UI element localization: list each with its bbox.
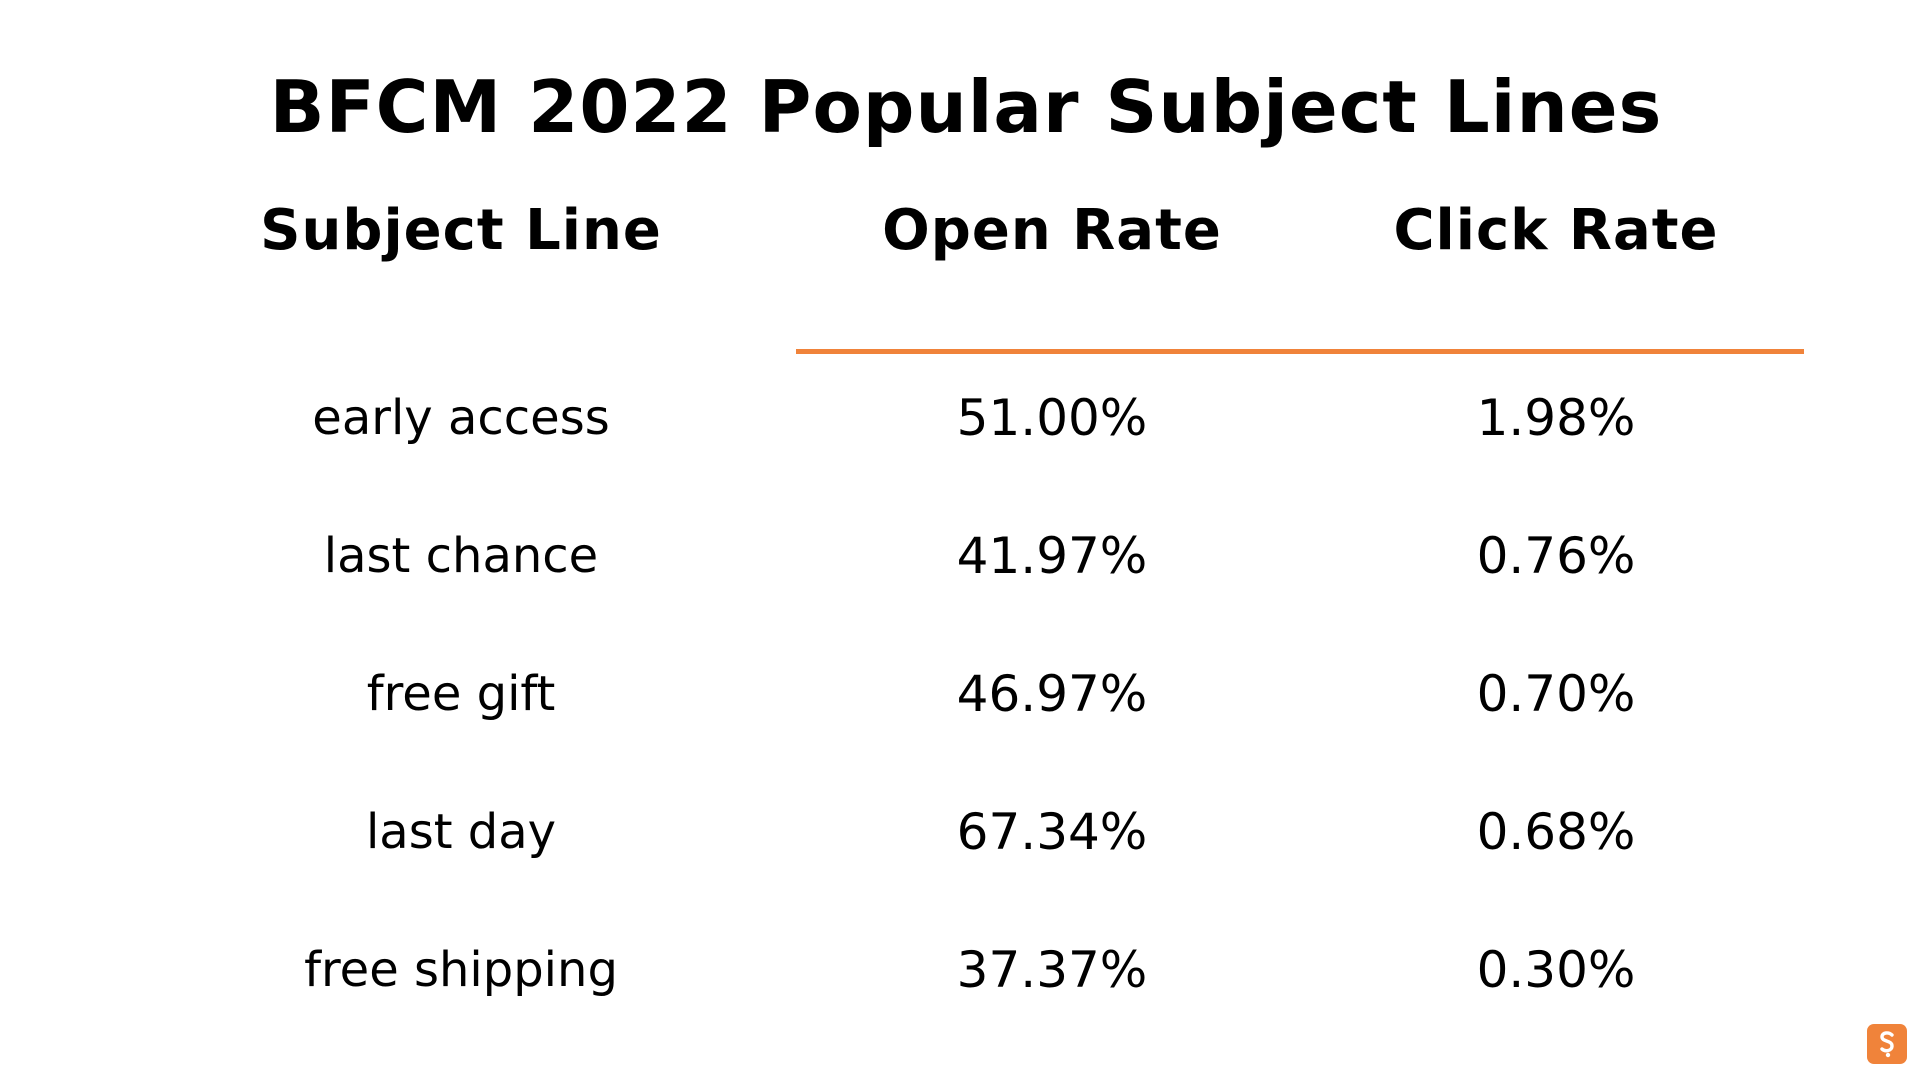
subject-line-cell: free shipping <box>304 942 618 998</box>
table-row: free shipping 37.37% 0.30% <box>0 935 1920 1073</box>
page-title: BFCM 2022 Popular Subject Lines <box>269 65 1663 149</box>
table-row: last day 67.34% 0.68% <box>0 797 1920 935</box>
open-rate-cell: 51.00% <box>956 389 1148 447</box>
table-row: free gift 46.97% 0.70% <box>0 659 1920 797</box>
brand-s-logo-icon <box>1867 1024 1907 1064</box>
open-rate-cell: 37.37% <box>956 941 1148 999</box>
click-rate-cell: 0.76% <box>1476 527 1636 585</box>
table-row: early access 51.00% 1.98% <box>0 383 1920 521</box>
subject-line-cell: free gift <box>366 666 556 722</box>
open-rate-cell: 41.97% <box>956 527 1148 585</box>
click-rate-cell: 1.98% <box>1476 389 1636 447</box>
subject-line-cell: early access <box>312 390 610 446</box>
click-rate-cell: 0.68% <box>1476 803 1636 861</box>
column-header-subject-line: Subject Line <box>260 198 662 263</box>
click-rate-cell: 0.30% <box>1476 941 1636 999</box>
column-header-click-rate: Click Rate <box>1393 198 1719 263</box>
click-rate-cell: 0.70% <box>1476 665 1636 723</box>
header-divider <box>796 349 1804 354</box>
column-header-open-rate: Open Rate <box>882 198 1222 263</box>
open-rate-cell: 46.97% <box>956 665 1148 723</box>
subject-line-cell: last day <box>365 804 557 860</box>
s-mark-icon <box>1880 1031 1894 1058</box>
table-body: early access 51.00% 1.98% last chance 41… <box>0 383 1920 1073</box>
table-row: last chance 41.97% 0.76% <box>0 521 1920 659</box>
subject-line-cell: last chance <box>323 528 599 584</box>
open-rate-cell: 67.34% <box>956 803 1148 861</box>
